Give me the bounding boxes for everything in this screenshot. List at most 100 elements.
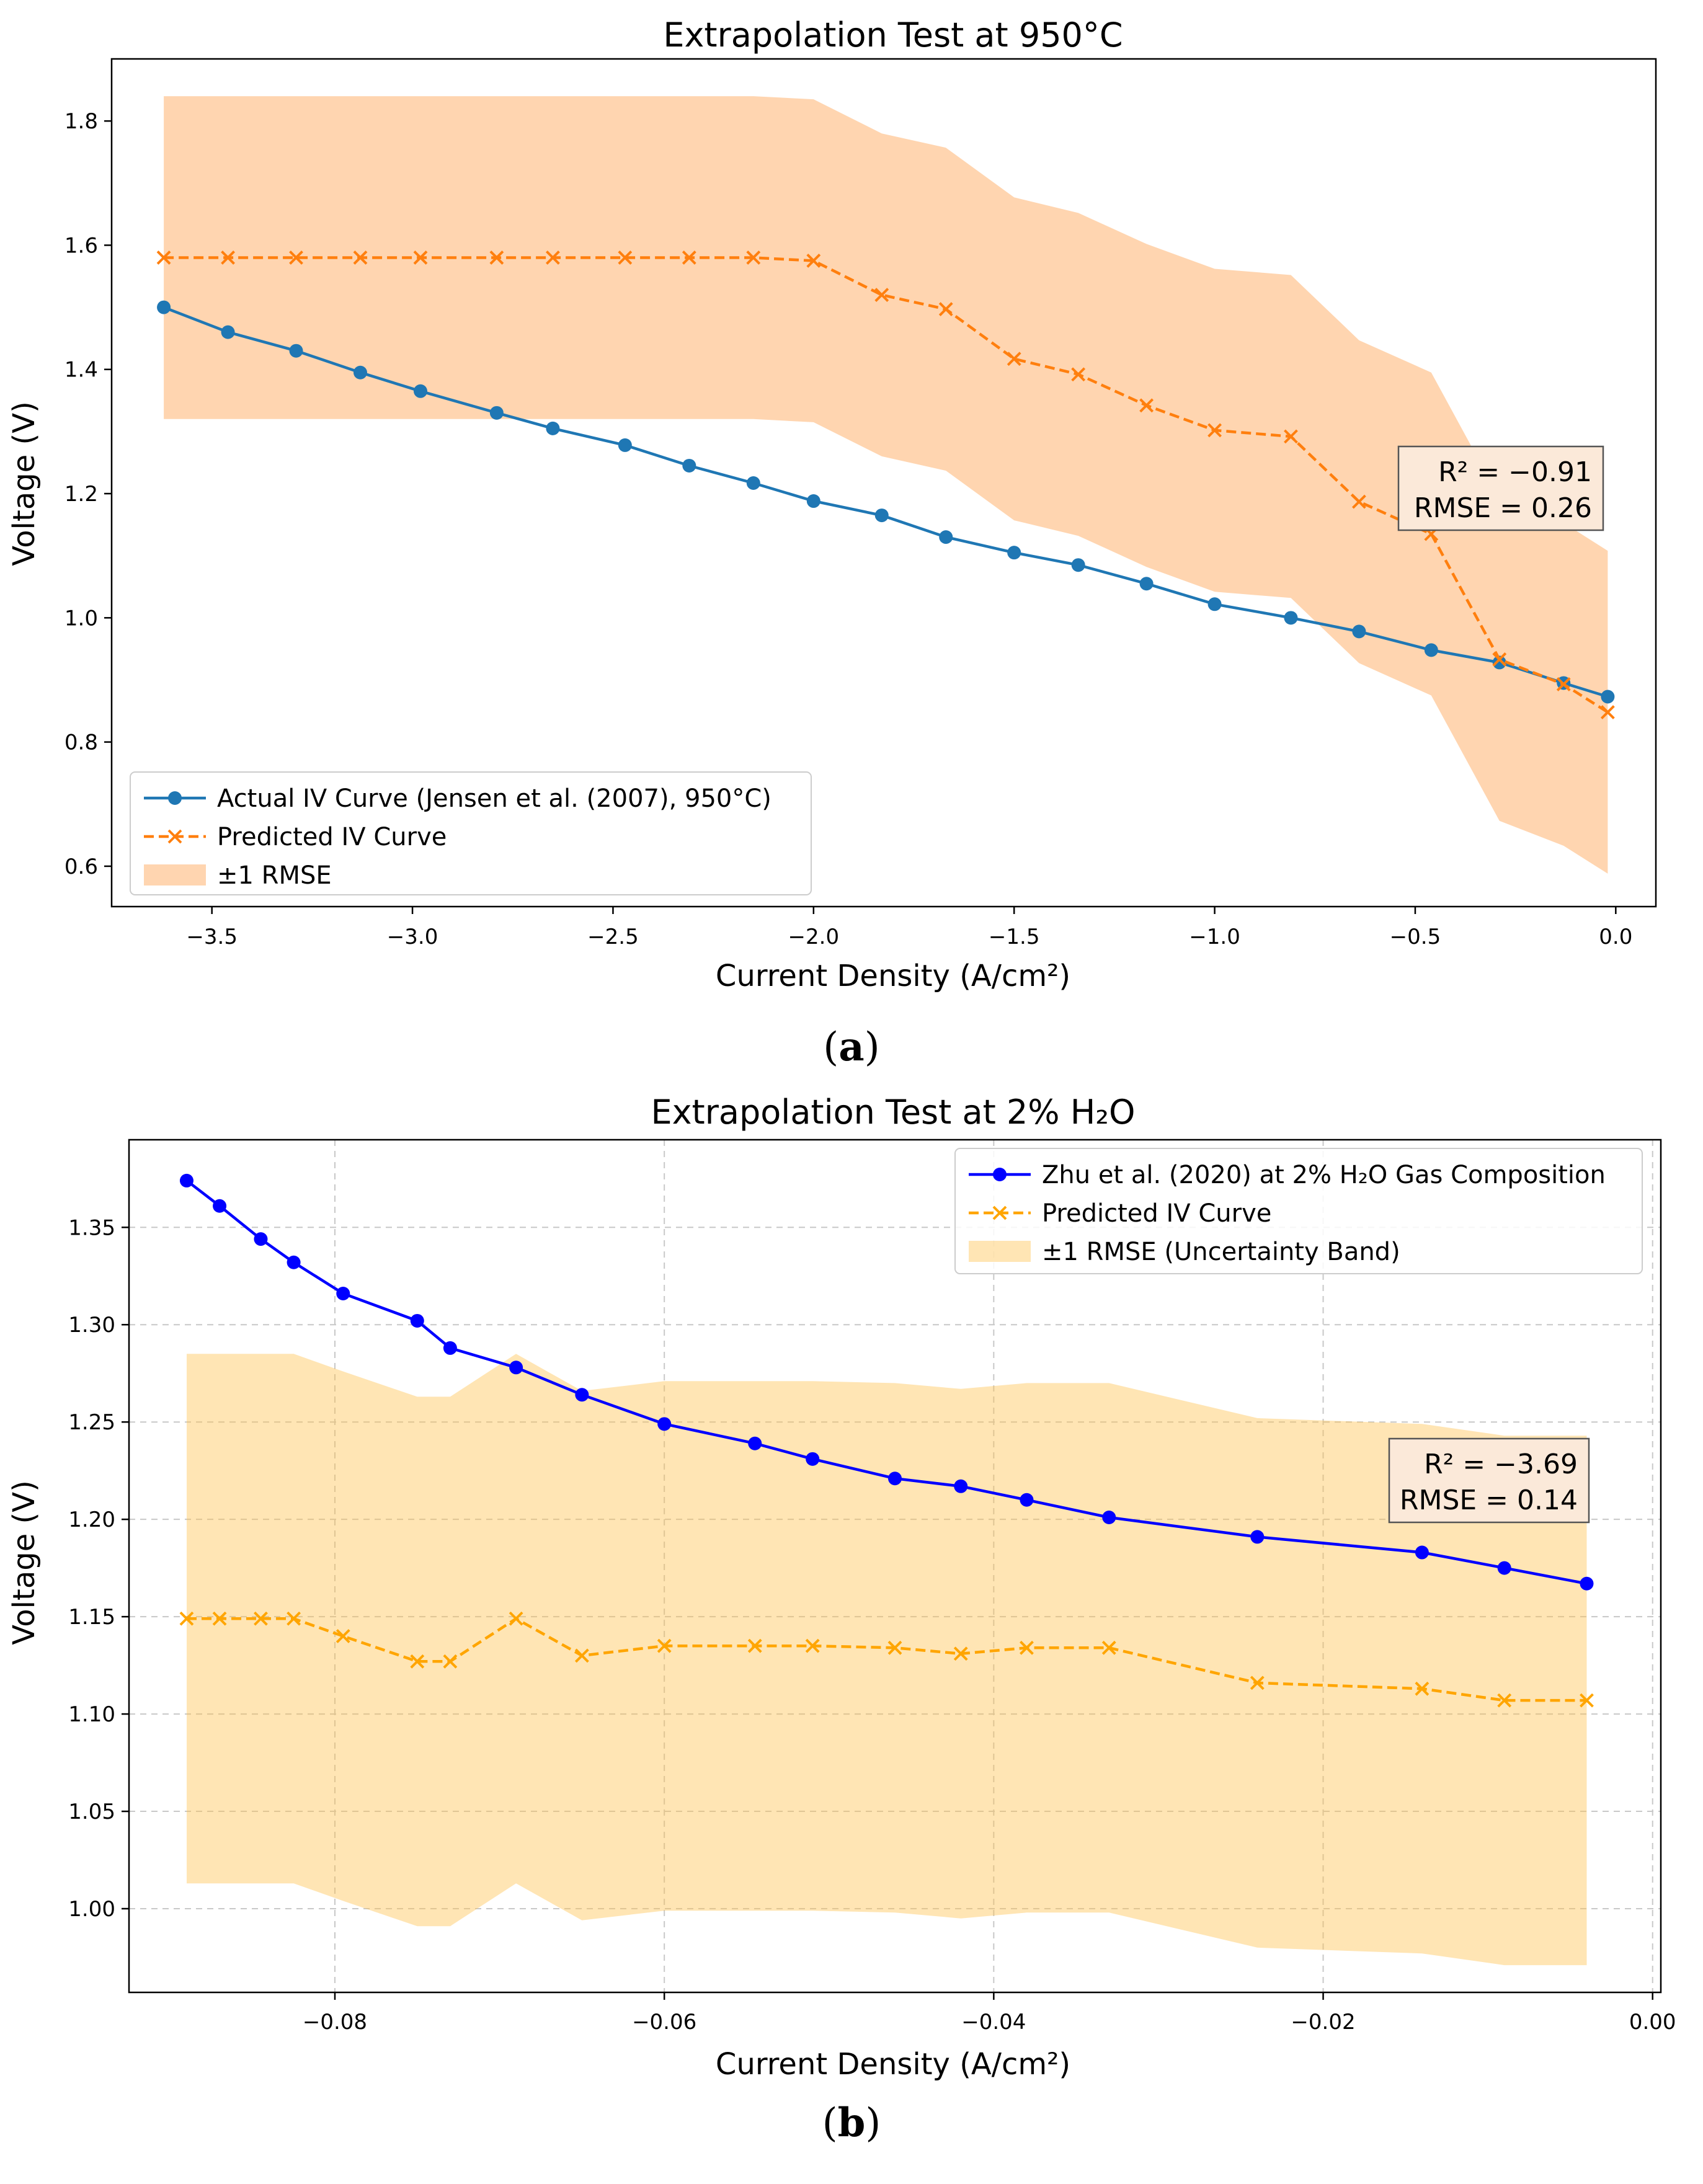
- x-tick-label: 0.0: [1599, 925, 1632, 949]
- predicted-point: [336, 1629, 350, 1643]
- actual-point: [1352, 624, 1366, 639]
- actual-point: [509, 1361, 523, 1375]
- actual-line: [185, 1179, 1587, 1586]
- legend-marker-actual: [168, 791, 182, 805]
- predicted-point: [413, 251, 428, 265]
- legend-marker-predicted: [992, 1205, 1007, 1220]
- predicted-point: [806, 254, 821, 268]
- predicted-point: [1020, 1640, 1034, 1655]
- caption-letter: b: [838, 2100, 866, 2146]
- actual-point: [748, 1436, 762, 1450]
- series-actual: [157, 300, 1615, 704]
- predicted-point: [1207, 423, 1222, 438]
- y-tick-label: 1.35: [68, 1215, 115, 1240]
- predicted-point: [254, 1611, 268, 1626]
- actual-point: [575, 1388, 589, 1402]
- actual-point: [1102, 1511, 1116, 1525]
- r2-value: R² = −3.69: [1424, 1449, 1578, 1480]
- predicted-point: [1007, 352, 1021, 366]
- actual-point: [939, 530, 953, 544]
- uncertainty-band: [164, 96, 1608, 874]
- predicted-point: [953, 1646, 968, 1661]
- legend-label-actual: Zhu et al. (2020) at 2% H₂O Gas Composit…: [1042, 1161, 1606, 1189]
- uncertainty-band: [187, 1354, 1587, 1966]
- predicted-point: [1284, 429, 1298, 444]
- actual-point: [221, 325, 235, 339]
- predicted-point: [353, 251, 368, 265]
- y-tick-label: 1.20: [68, 1507, 115, 1532]
- legend-marker-predicted: [167, 829, 182, 844]
- stats-box-frame: [1388, 1437, 1590, 1524]
- predicted-point: [1556, 677, 1571, 691]
- legend: Zhu et al. (2020) at 2% H₂O Gas Composit…: [954, 1148, 1643, 1274]
- actual-point: [618, 438, 632, 452]
- x-tick-label: −0.08: [303, 2010, 367, 2035]
- predicted-point: [287, 1611, 301, 1626]
- predicted-point: [805, 1638, 820, 1653]
- predicted-point: [657, 1638, 672, 1653]
- predicted-point: [1600, 705, 1615, 719]
- predicted-point: [1250, 1676, 1265, 1690]
- legend-label-actual: Actual IV Curve (Jensen et al. (2007), 9…: [217, 784, 771, 813]
- y-axis-label: Voltage (V): [7, 1480, 42, 1645]
- x-axis-label: Current Density (A/cm²): [716, 959, 1070, 993]
- predicted-point: [574, 1648, 589, 1663]
- predicted-point: [443, 1654, 458, 1669]
- predicted-point: [489, 251, 504, 265]
- x-tick-label: −0.06: [632, 2010, 696, 2035]
- actual-point: [888, 1472, 902, 1486]
- actual-point: [657, 1417, 672, 1431]
- actual-point: [1497, 1561, 1511, 1575]
- actual-point: [489, 406, 504, 420]
- predicted-point: [212, 1611, 227, 1626]
- chart-a: Extrapolation Test at 950°C −3.5 −3.0 −2.5 −…: [7, 16, 1657, 1070]
- predicted-point: [1139, 398, 1154, 413]
- x-tick-label: −3.0: [387, 925, 438, 949]
- actual-point: [1207, 597, 1222, 611]
- rmse-value: RMSE = 0.14: [1400, 1485, 1578, 1516]
- actual-point: [353, 365, 367, 380]
- legend-label-band: ±1 RMSE: [217, 861, 332, 890]
- legend: Actual IV Curve (Jensen et al. (2007), 9…: [130, 771, 812, 895]
- predicted-point: [1071, 367, 1086, 382]
- predicted-point: [509, 1611, 523, 1626]
- predicted-point: [682, 251, 696, 265]
- predicted-point: [887, 1640, 902, 1655]
- x-tick-label: 0.00: [1629, 2010, 1676, 2035]
- y-tick-label: 1.2: [64, 482, 98, 507]
- actual-point: [874, 508, 889, 523]
- y-tick-label: 1.25: [68, 1410, 115, 1435]
- predicted-point: [1351, 494, 1366, 509]
- predicted-point: [289, 251, 303, 265]
- actual-point: [443, 1341, 457, 1355]
- series-predicted: [156, 251, 1615, 719]
- predicted-point: [746, 251, 761, 265]
- caption-close-paren: ): [865, 2100, 881, 2146]
- legend-swatch-band: [144, 864, 206, 886]
- stats-box: R² = −0.91 RMSE = 0.26: [1397, 445, 1604, 531]
- actual-point: [746, 476, 760, 491]
- actual-point: [954, 1479, 968, 1493]
- x-tick-label: −1.5: [989, 925, 1040, 949]
- actual-point: [1601, 690, 1615, 704]
- predicted-point: [1497, 1693, 1512, 1708]
- predicted-point: [410, 1654, 425, 1669]
- series-predicted: [179, 1611, 1594, 1708]
- x-tick-label: −0.04: [961, 2010, 1026, 2035]
- actual-point: [806, 1452, 820, 1466]
- predicted-point: [1492, 652, 1507, 667]
- actual-point: [289, 344, 303, 358]
- x-tick-label: −3.5: [186, 925, 238, 949]
- legend-box: [954, 1148, 1643, 1274]
- series-actual: [179, 1173, 1594, 1591]
- predicted-point: [1101, 1640, 1116, 1655]
- predicted-point: [156, 251, 171, 265]
- actual-point: [213, 1199, 227, 1213]
- actual-point: [1424, 643, 1438, 657]
- panel-caption: (b): [822, 2100, 881, 2146]
- y-tick-label: 1.0: [64, 606, 98, 631]
- predicted-point: [874, 288, 889, 302]
- y-tick-label: 1.4: [64, 358, 98, 383]
- x-axis-label: Current Density (A/cm²): [716, 2047, 1070, 2082]
